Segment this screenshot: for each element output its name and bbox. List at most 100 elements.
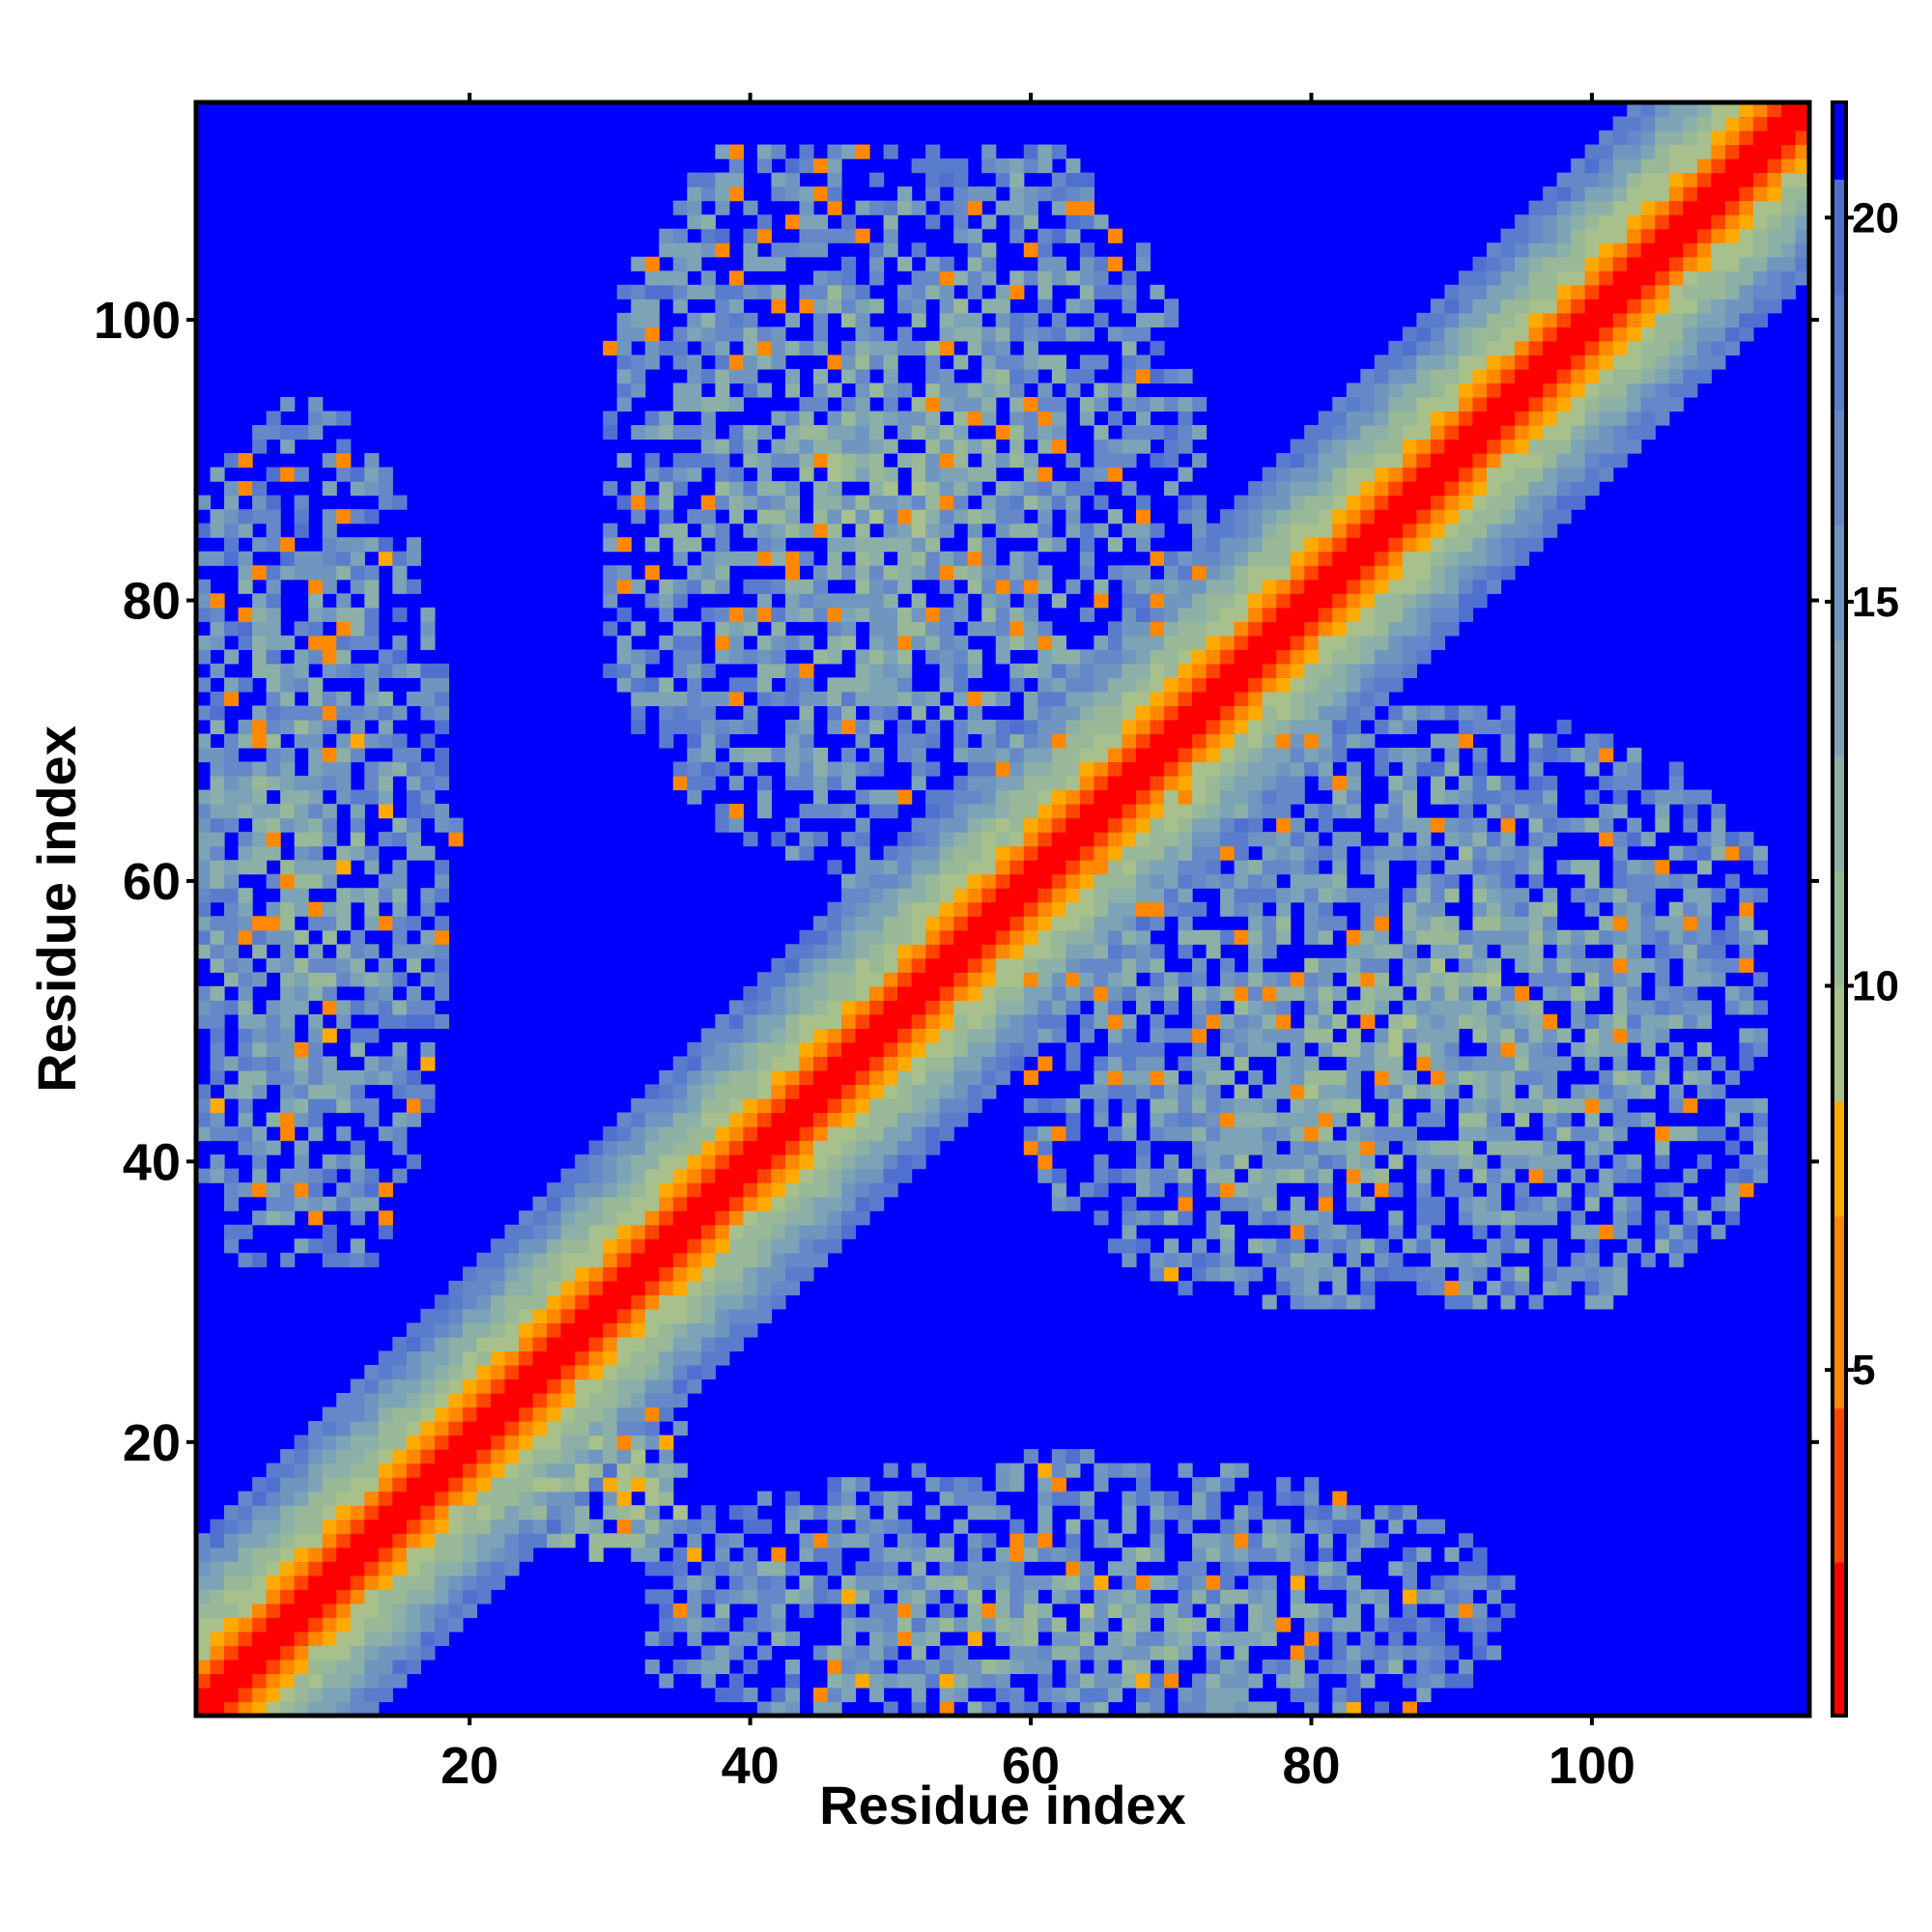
- heatmap-cell: [448, 1435, 464, 1450]
- heatmap-cell: [771, 495, 786, 510]
- heatmap-cell: [1276, 593, 1292, 609]
- heatmap-cell: [883, 1154, 898, 1170]
- heatmap-cell: [1037, 1533, 1053, 1548]
- heatmap-cell: [1402, 1238, 1417, 1254]
- heatmap-cell: [659, 467, 674, 482]
- heatmap-cell: [280, 916, 296, 931]
- heatmap-cell: [1094, 873, 1109, 889]
- heatmap-cell: [1178, 635, 1193, 650]
- heatmap-cell: [925, 1575, 941, 1590]
- heatmap-cell: [827, 1098, 842, 1114]
- heatmap-cell: [799, 845, 814, 861]
- heatmap-cell: [1164, 845, 1179, 861]
- heatmap-cell: [925, 368, 941, 384]
- heatmap-cell: [322, 1000, 337, 1015]
- heatmap-cell: [1290, 761, 1305, 777]
- heatmap-cell: [897, 186, 913, 202]
- heatmap-cell: [1079, 1013, 1094, 1030]
- heatmap-cell: [1150, 635, 1165, 650]
- heatmap-cell: [1262, 663, 1277, 678]
- heatmap-cell: [1332, 635, 1348, 650]
- heatmap-cell: [1051, 916, 1066, 931]
- heatmap-cell: [1206, 1140, 1221, 1155]
- heatmap-cell: [1374, 860, 1389, 875]
- heatmap-cell: [687, 284, 702, 299]
- heatmap-cell: [687, 1308, 702, 1323]
- heatmap-cell: [1388, 579, 1404, 594]
- heatmap-cell: [616, 663, 632, 678]
- heatmap-cell: [504, 1322, 520, 1338]
- heatmap-cell: [1051, 355, 1066, 370]
- heatmap-cell: [1107, 1056, 1123, 1071]
- heatmap-cell: [1220, 677, 1236, 693]
- heatmap-cell: [1318, 1533, 1333, 1548]
- heatmap-cell: [659, 677, 674, 693]
- heatmap-cell: [1276, 1210, 1292, 1226]
- heatmap-cell: [378, 495, 393, 510]
- heatmap-cell: [490, 1533, 506, 1548]
- heatmap-cell: [322, 1575, 337, 1590]
- heatmap-cell: [659, 1084, 674, 1099]
- heatmap-cell: [1079, 748, 1094, 763]
- heatmap-cell: [953, 873, 969, 889]
- heatmap-cell: [294, 551, 309, 566]
- heatmap-cell: [294, 845, 309, 861]
- heatmap-cell: [700, 1519, 716, 1534]
- heatmap-cell: [1290, 1561, 1305, 1577]
- heatmap-cell: [1051, 396, 1066, 412]
- heatmap-cell: [1318, 817, 1333, 833]
- heatmap-cell: [1009, 186, 1025, 202]
- heatmap-cell: [462, 1533, 478, 1548]
- heatmap-cell: [224, 1000, 240, 1015]
- heatmap-cell: [519, 1364, 534, 1380]
- heatmap-cell: [322, 1659, 337, 1675]
- heatmap-cell: [841, 1000, 857, 1015]
- heatmap-cell: [1318, 733, 1333, 749]
- heatmap-cell: [953, 411, 969, 426]
- heatmap-cell: [476, 1449, 492, 1464]
- heatmap-cell: [743, 242, 758, 258]
- heatmap-cell: [266, 1028, 281, 1043]
- heatmap-cell: [252, 1505, 268, 1520]
- heatmap-cell: [687, 1547, 702, 1562]
- heatmap-cell: [715, 340, 730, 355]
- heatmap-cell: [420, 1505, 436, 1520]
- heatmap-cell: [1051, 1013, 1066, 1030]
- heatmap-cell: [1234, 579, 1249, 594]
- heatmap-cell: [532, 1252, 548, 1267]
- heatmap-cell: [532, 1463, 548, 1478]
- heatmap-cell: [672, 1378, 688, 1394]
- heatmap-cell: [434, 1519, 449, 1534]
- heatmap-cell: [1178, 1589, 1193, 1605]
- heatmap-cell: [560, 1463, 576, 1478]
- heatmap-cell: [238, 1112, 253, 1127]
- heatmap-cell: [812, 396, 829, 412]
- heatmap-cell: [883, 607, 898, 622]
- heatmap-cell: [294, 1589, 309, 1605]
- heatmap-cell: [1318, 677, 1333, 693]
- heatmap-cell: [700, 242, 716, 258]
- heatmap-cell: [953, 817, 969, 833]
- heatmap-cell: [715, 467, 730, 482]
- heatmap-cell: [925, 1112, 941, 1127]
- heatmap-cell: [897, 1154, 913, 1170]
- heatmap-cell: [939, 1112, 954, 1127]
- heatmap-cell: [644, 1224, 660, 1239]
- heatmap-cell: [659, 1098, 674, 1114]
- heatmap-cell: [995, 509, 1010, 525]
- heatmap-cell: [812, 1070, 829, 1086]
- heatmap-cell: [981, 944, 997, 959]
- heatmap-cell: [869, 1519, 885, 1534]
- heatmap-cell: [995, 495, 1010, 510]
- heatmap-cell: [476, 1406, 492, 1422]
- heatmap-cell: [266, 832, 281, 847]
- heatmap-cell: [784, 985, 801, 1001]
- heatmap-cell: [1164, 621, 1179, 637]
- heatmap-cell: [869, 1575, 885, 1590]
- heatmap-cell: [547, 1364, 562, 1380]
- heatmap-cell: [659, 1533, 674, 1548]
- heatmap-cell: [1107, 1126, 1123, 1142]
- heatmap-cell: [953, 1687, 969, 1703]
- heatmap-cell: [967, 1575, 982, 1590]
- heatmap-cell: [953, 1098, 969, 1114]
